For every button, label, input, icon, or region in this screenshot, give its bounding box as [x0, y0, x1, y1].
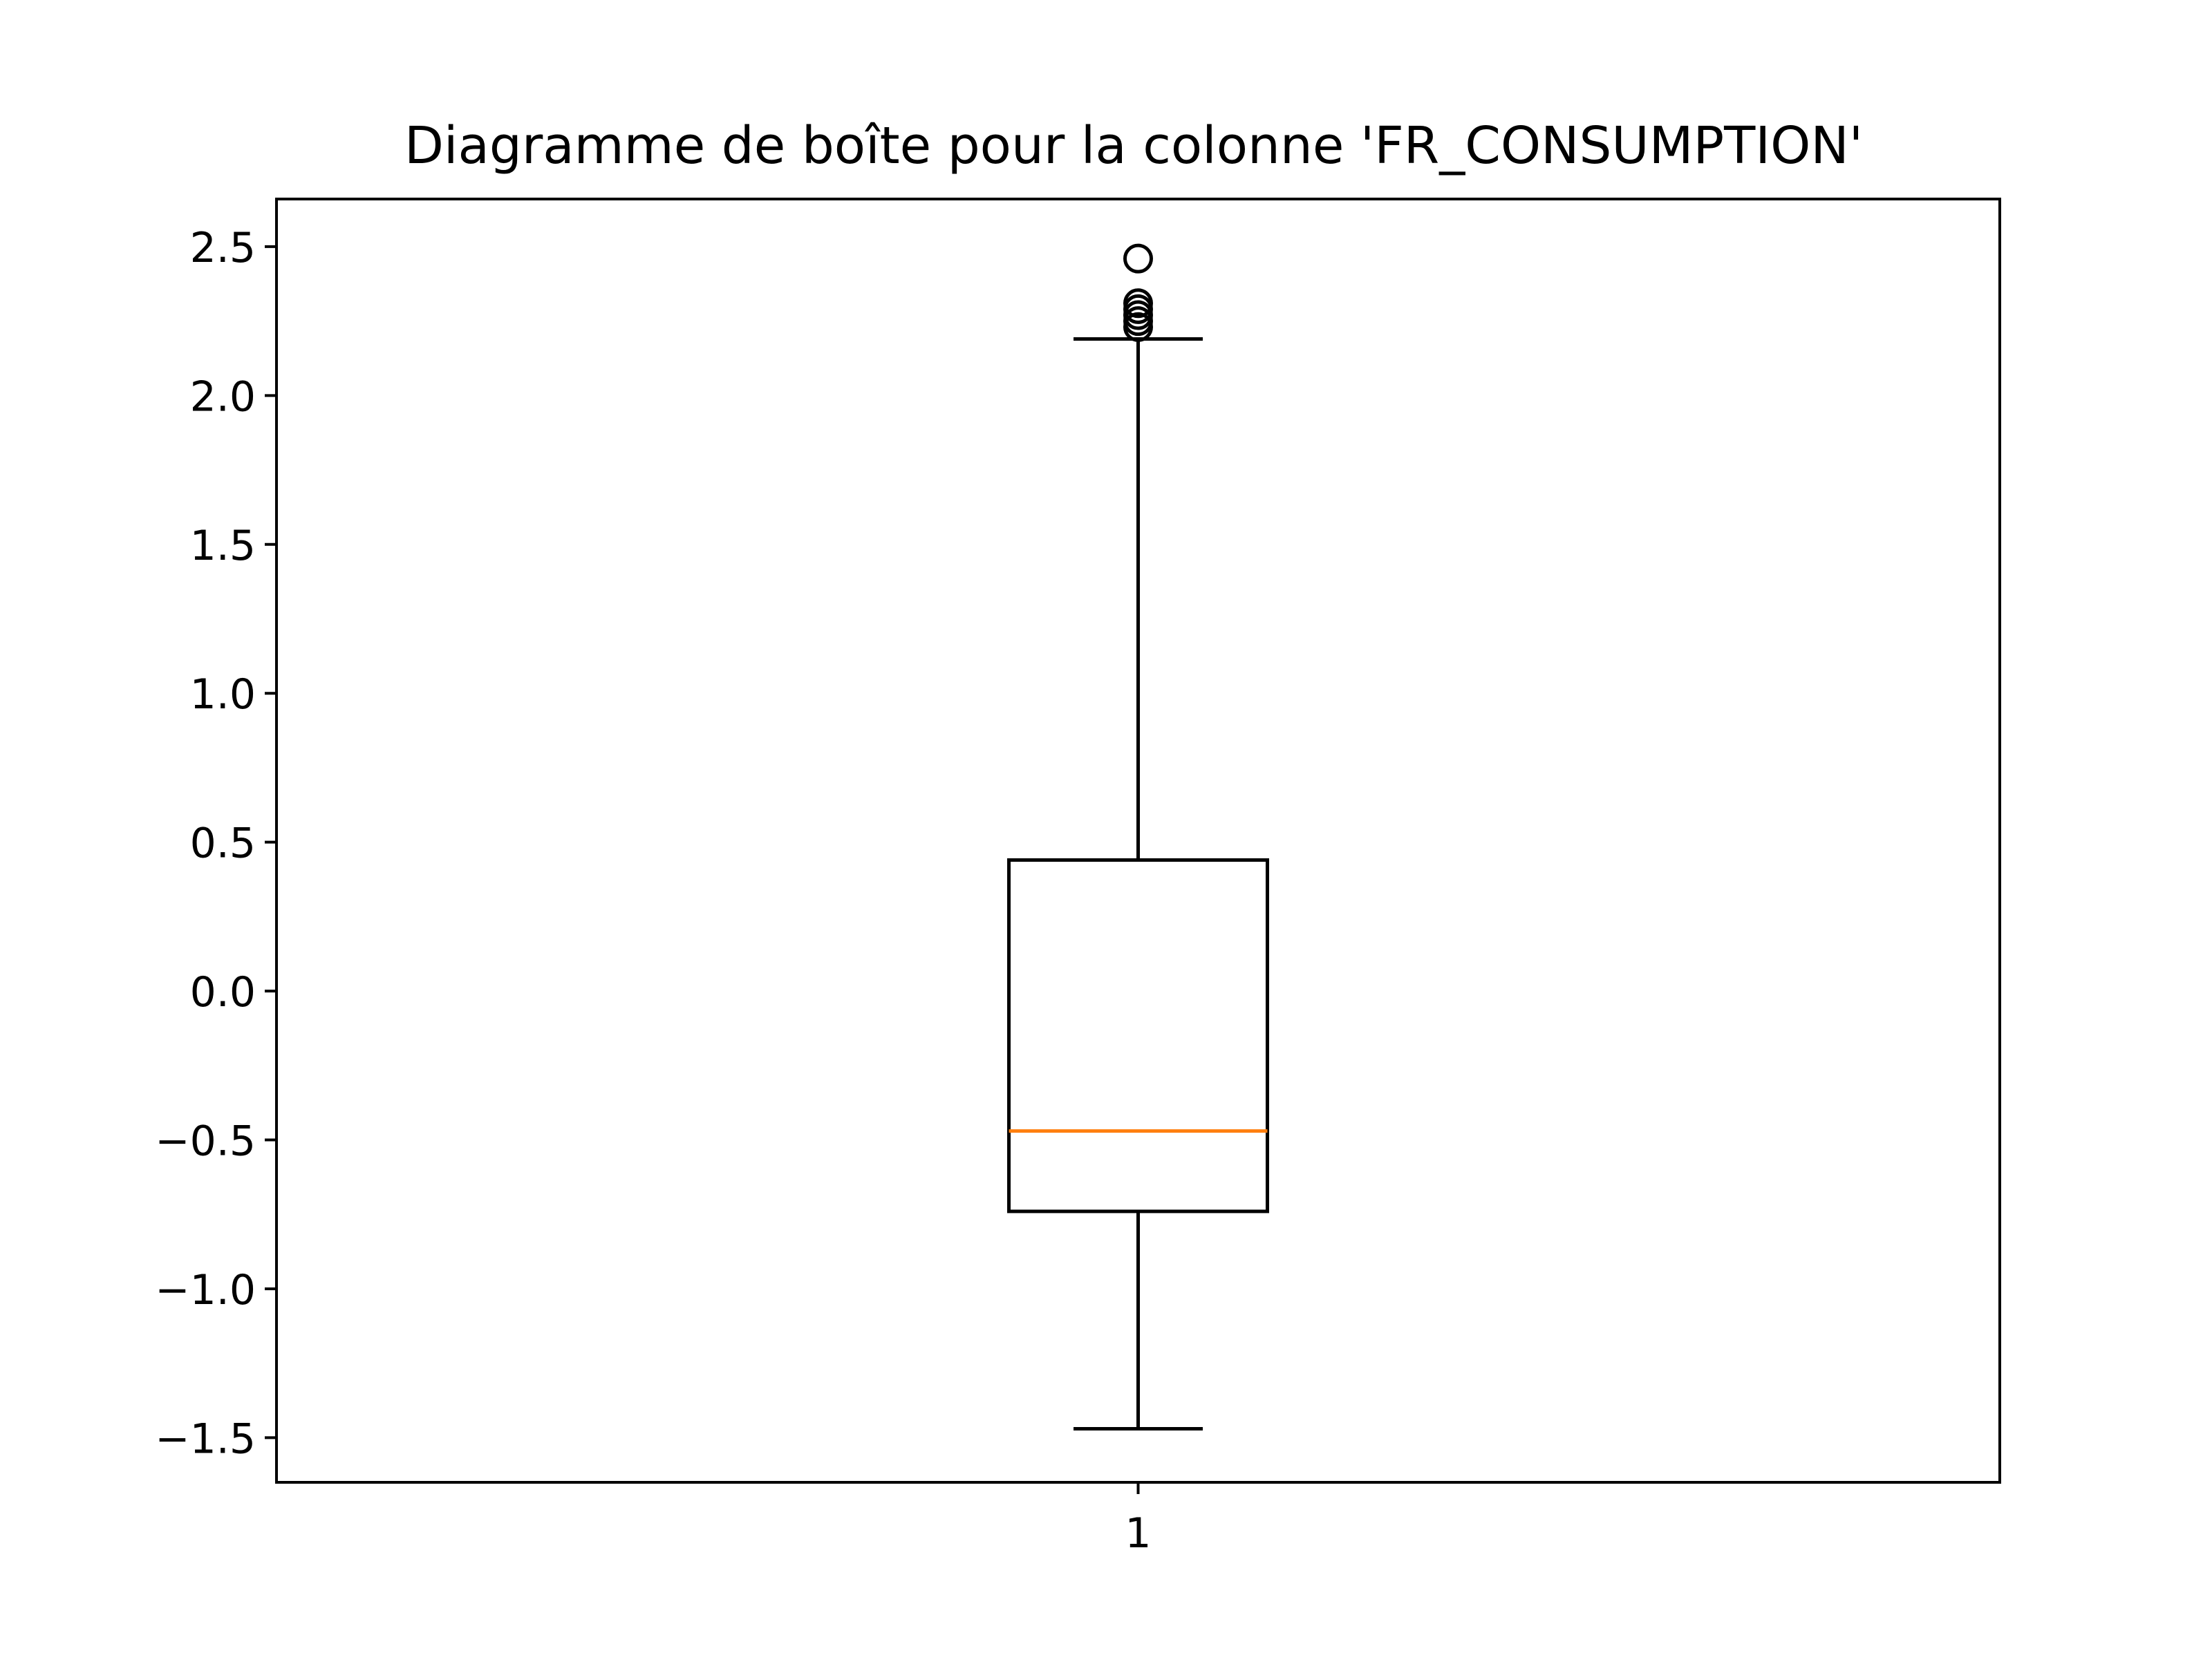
y-tick-label: 2.5	[190, 224, 256, 272]
outlier-point	[1123, 243, 1153, 274]
y-tick-label: 1.5	[190, 522, 256, 570]
y-tick-label: 0.5	[190, 820, 256, 868]
y-tick-label: −0.5	[155, 1117, 256, 1166]
y-tick-label: 2.0	[190, 372, 256, 421]
y-tick-label: 1.0	[190, 670, 256, 719]
y-tick-label: −1.0	[155, 1266, 256, 1314]
x-tick-label: 1	[1125, 1509, 1151, 1558]
iqr-box	[1007, 858, 1269, 1214]
outlier-point	[1123, 288, 1153, 319]
y-tick-label: 0.0	[190, 968, 256, 1017]
y-tick-label: −1.5	[155, 1415, 256, 1463]
chart-title: Diagramme de boîte pour la colonne 'FR_C…	[404, 116, 1863, 176]
